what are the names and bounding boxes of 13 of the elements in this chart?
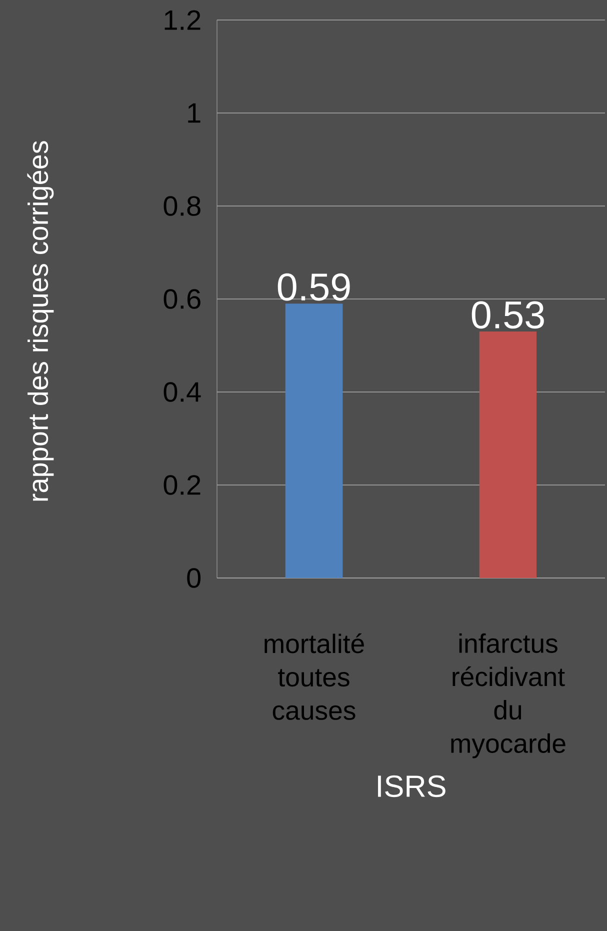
y-tick-label: 1 bbox=[188, 103, 200, 123]
y-axis-title: rapport des risques corrigées bbox=[27, 141, 54, 501]
x-tick-label: infarctus récidivant du myocarde bbox=[451, 633, 566, 758]
x-tick-label: mortalité toutes causes bbox=[264, 633, 364, 720]
y-tick-label: 0 bbox=[187, 568, 201, 588]
data-label: 0.59 bbox=[278, 273, 350, 301]
y-tick-label: 0.4 bbox=[164, 382, 201, 402]
y-tick-label: 0.6 bbox=[164, 289, 200, 309]
x-axis-title: ISRS bbox=[378, 775, 446, 798]
y-tick-label: 1.2 bbox=[164, 10, 200, 30]
y-tick-label: 0.2 bbox=[164, 475, 200, 495]
y-tick-label: 0.8 bbox=[164, 196, 200, 216]
data-label: 0.53 bbox=[472, 301, 544, 329]
